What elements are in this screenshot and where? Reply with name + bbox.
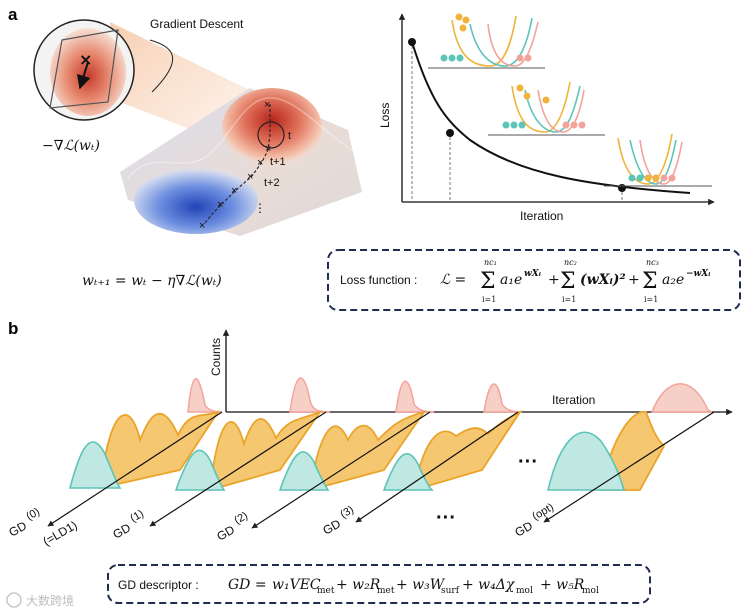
loss-eq: ℒ =	[440, 272, 466, 288]
sum3-symbol: Σ	[642, 269, 658, 294]
svg-text:×: ×	[247, 171, 253, 183]
svg-text:×: ×	[265, 143, 271, 155]
loss-ylabel: Loss	[378, 103, 392, 128]
gd-group-opt	[543, 383, 715, 523]
gd-group-2	[251, 380, 435, 529]
inset-distribution-1	[428, 13, 545, 69]
inset-distribution-3	[604, 133, 712, 187]
step-label-t1: t+1	[270, 156, 286, 168]
callout-gradient-descent: Gradient Descent	[150, 17, 244, 31]
term2: (wXᵢ)²	[580, 272, 626, 288]
gd-label-opt: GD (opt)	[512, 501, 556, 539]
ellipsis-lower: ···	[436, 507, 456, 529]
gd-descriptor-label: GD descriptor :	[118, 578, 199, 592]
panel-b-label: b	[8, 319, 18, 338]
sum2-lower: i=1	[562, 295, 576, 304]
watermark-logo-icon	[6, 592, 22, 608]
svg-text:(opt): (opt)	[530, 501, 556, 523]
step-ellipsis: ⋮	[254, 201, 266, 215]
loss-xlabel: Iteration	[520, 209, 563, 223]
sum3-upper: nc₃	[646, 258, 659, 267]
gd-sub1: met	[317, 586, 335, 596]
svg-text:GD: GD	[320, 516, 343, 537]
sum1-symbol: Σ	[480, 269, 496, 294]
gd-sub5: mol	[582, 586, 599, 596]
loss-function-box: Loss function : ℒ = nc₁ Σ i=1 a₁e wXᵢ + …	[327, 249, 741, 311]
focus-ring	[257, 121, 285, 149]
gd-label-1: GD (1)	[110, 508, 146, 542]
sum2-symbol: Σ	[560, 269, 576, 294]
svg-text:(1): (1)	[128, 508, 146, 525]
svg-text:GD: GD	[6, 518, 29, 539]
descent-path: × × × × × × ×	[199, 99, 285, 232]
gd-sub3: surf	[441, 586, 460, 596]
gd-sub2: met	[377, 586, 395, 596]
svg-text:(2): (2)	[232, 510, 250, 527]
svg-text:(0): (0)	[24, 506, 42, 523]
watermark: 大数跨境	[6, 592, 74, 608]
sum2-upper: nc₂	[564, 258, 577, 267]
gd-lhs: GD =	[228, 577, 267, 593]
svg-text:大数跨境: 大数跨境	[26, 593, 74, 608]
loss-point-mid	[446, 129, 454, 137]
gd-label-3: GD (3)	[320, 504, 356, 538]
counts-label: Counts	[209, 338, 223, 376]
plus-2: +	[628, 272, 640, 288]
plus-1: +	[548, 272, 560, 288]
gd-term3: + w₃W	[396, 577, 446, 593]
update-rule: wₜ₊₁ = wₜ − η∇ℒ(wₜ)	[82, 273, 222, 289]
gd-group-1	[149, 377, 331, 527]
gd-descriptor-box: GD descriptor : GD = w₁VEC met + w₂R met…	[107, 564, 651, 604]
magnifier: ×	[33, 19, 135, 121]
svg-text:×: ×	[199, 220, 205, 232]
gd-group-3	[355, 383, 523, 523]
step-label-t: t	[288, 130, 291, 142]
svg-text:GD: GD	[512, 518, 535, 539]
gd-term5: + w₅R	[540, 577, 585, 593]
svg-text:×: ×	[257, 157, 263, 169]
svg-text:(3): (3)	[338, 504, 356, 521]
step-label-t2: t+2	[264, 177, 280, 189]
svg-text:GD: GD	[214, 522, 237, 543]
loss-point-end	[618, 184, 626, 192]
sum3-lower: i=1	[644, 295, 658, 304]
callout-leader	[149, 39, 174, 93]
term3: a₂e	[662, 272, 684, 288]
panel-a-label: a	[8, 5, 18, 24]
gradient-step-arrow	[77, 61, 91, 90]
ld1-note: (=LD1)	[41, 518, 80, 549]
loss-function-label: Loss function :	[340, 273, 417, 287]
term1: a₁e	[500, 272, 522, 288]
gd-label-2: GD (2)	[214, 510, 250, 544]
term3-exp: −wXᵢ	[686, 269, 710, 279]
loss-point-start	[408, 38, 416, 46]
svg-text:×: ×	[217, 199, 223, 211]
gd-sub4: mol	[516, 586, 533, 596]
iteration-label: Iteration	[552, 393, 595, 407]
cross-marker-icon: ×	[79, 50, 92, 69]
svg-text:GD: GD	[110, 520, 133, 541]
gd-term4: + w₄Δχ	[462, 577, 516, 593]
svg-text:×: ×	[264, 99, 270, 111]
sum1-lower: i=1	[482, 295, 496, 304]
inset-distribution-2	[488, 81, 605, 136]
neg-gradient-label: −∇ℒ(wₜ)	[42, 138, 100, 154]
gd-term2: + w₂R	[336, 577, 381, 593]
svg-text:×: ×	[231, 185, 237, 197]
loss-surface	[120, 88, 362, 236]
loss-plot: Loss Iteration	[378, 13, 715, 223]
gd-group-0	[47, 378, 223, 527]
gd-label-0: GD (0)	[6, 506, 42, 540]
term1-exp: wXᵢ	[524, 269, 541, 279]
sum1-upper: nc₁	[484, 258, 497, 267]
gd-term1: w₁VEC	[272, 577, 321, 593]
ellipsis-upper: ···	[518, 451, 538, 473]
